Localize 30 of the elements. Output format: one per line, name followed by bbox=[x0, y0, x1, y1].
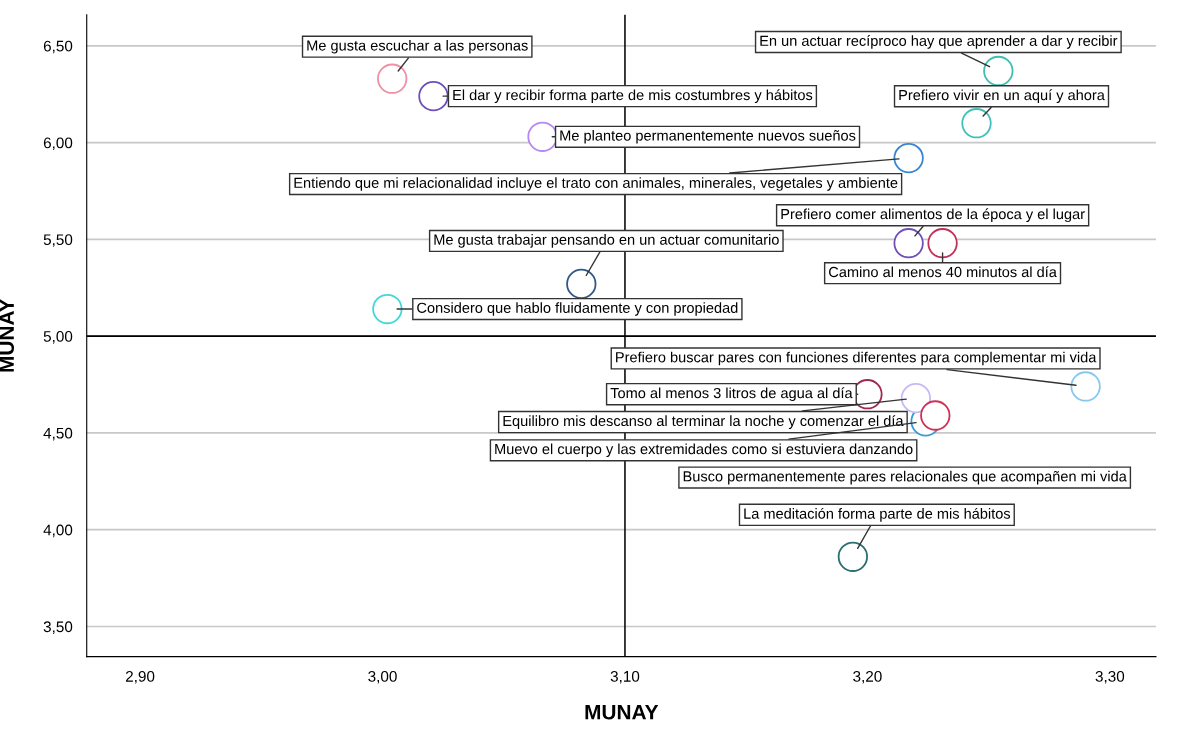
x-tick-label: 3,20 bbox=[853, 670, 882, 684]
annotation: Entiendo que mi relacionalidad incluye el trato con animales, minerales, vegetales y ambiente bbox=[294, 177, 898, 191]
x-tick-label: 3,00 bbox=[368, 670, 397, 684]
annotation: Me planteo permanentemente nuevos sueños bbox=[560, 129, 856, 144]
x-tick-label: 2,90 bbox=[125, 670, 155, 684]
y-tick-label: 3,50 bbox=[43, 621, 73, 634]
x-axis-title: MUNAY bbox=[585, 705, 659, 720]
annotation: Camino al menos 40 minutos al día bbox=[829, 266, 1057, 278]
annotation: Prefiero vivir en un aquí y ahora bbox=[899, 89, 1105, 104]
annotation: En un actuar recíproco hay que aprender a dar y recibir bbox=[760, 35, 1118, 49]
y-tick-label: 4,00 bbox=[43, 524, 73, 538]
x-tick-label: 3,10 bbox=[610, 670, 640, 684]
x-tick-label: 3,30 bbox=[1095, 670, 1125, 684]
annotation: Me gusta trabajar pensando en un actuar comunitario bbox=[434, 234, 779, 248]
annotation: Muevo el cuerpo y las extremidades como si estuviera danzando bbox=[495, 443, 913, 458]
y-tick-label: 4,50 bbox=[43, 427, 73, 441]
y-axis-title: MUNAY bbox=[0, 298, 14, 372]
annotation: La meditación forma parte de mis hábitos bbox=[744, 507, 1011, 522]
annotation: Tomo al menos 3 litros de agua al día bbox=[610, 387, 853, 402]
annotation: Busco permanentemente pares relacionales que acompañen mi vida bbox=[683, 470, 1127, 485]
annotation: Considero que hablo fluidamente y con propiedad bbox=[417, 302, 738, 316]
annotation: Prefiero comer alimentos de la época y el lugar bbox=[781, 208, 1085, 223]
annotation: Me gusta escuchar a las personas bbox=[307, 39, 528, 54]
y-tick-label: 5,00 bbox=[43, 331, 73, 344]
y-tick-label: 6,00 bbox=[43, 137, 73, 151]
annotation: Prefiero buscar pares con funciones diferentes para complementar mi vida bbox=[616, 351, 1097, 366]
y-tick-label: 6,50 bbox=[43, 40, 73, 54]
annotation: Equilibro mis descanso al terminar la noche y comenzar el día bbox=[503, 415, 904, 429]
annotation: El dar y recibir forma parte de mis costumbres y hábitos bbox=[453, 89, 813, 104]
y-tick-label: 5,50 bbox=[43, 234, 73, 247]
